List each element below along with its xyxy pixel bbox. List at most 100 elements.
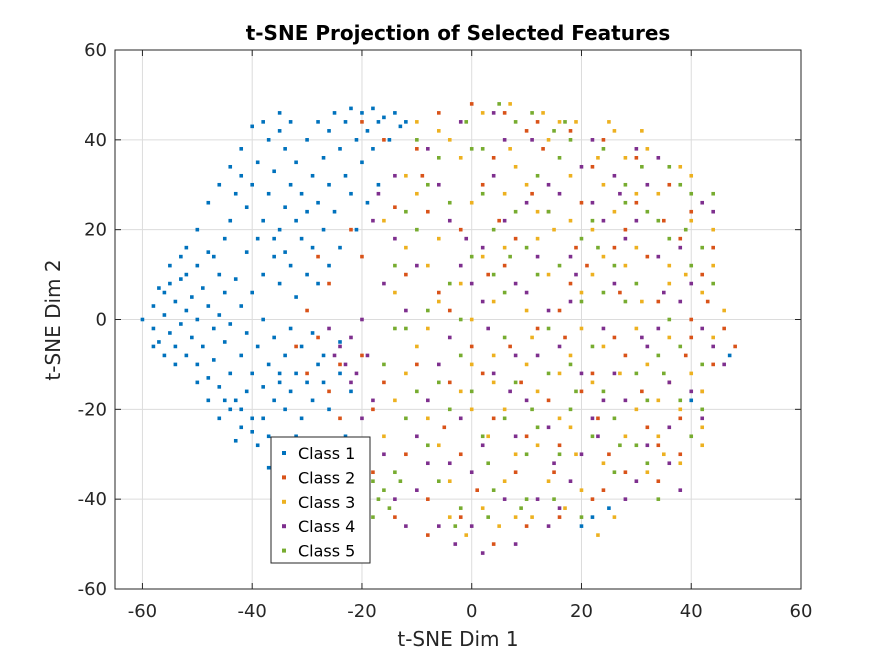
data-point	[552, 470, 556, 475]
data-point	[415, 263, 419, 268]
data-point	[530, 515, 534, 519]
data-point	[480, 506, 485, 510]
data-point	[711, 335, 715, 340]
data-point	[508, 254, 512, 259]
data-point	[266, 434, 271, 439]
data-point	[574, 245, 578, 250]
data-point	[179, 254, 183, 259]
data-point	[321, 156, 326, 160]
data-point	[711, 281, 715, 286]
data-point	[453, 542, 458, 546]
data-point	[436, 182, 441, 187]
data-point	[404, 120, 408, 124]
data-point	[360, 111, 364, 115]
data-point	[678, 236, 683, 241]
data-point	[640, 129, 644, 133]
data-point	[436, 299, 441, 304]
data-point	[436, 362, 441, 367]
data-point	[458, 227, 463, 232]
data-point	[618, 371, 622, 376]
data-point	[480, 443, 485, 448]
data-point	[557, 191, 562, 196]
data-point	[535, 254, 540, 259]
data-point	[568, 173, 573, 178]
data-point	[436, 443, 441, 448]
data-point	[250, 371, 254, 376]
data-point	[634, 156, 639, 160]
data-point	[398, 479, 403, 483]
data-point	[508, 344, 512, 349]
data-point	[382, 434, 386, 439]
data-point	[382, 488, 386, 492]
data-point	[228, 371, 233, 376]
data-point	[678, 182, 683, 187]
data-point	[321, 380, 326, 385]
data-point	[415, 362, 419, 367]
data-point	[574, 120, 578, 124]
data-point	[222, 290, 227, 295]
data-point	[404, 524, 408, 528]
data-point	[546, 524, 551, 528]
data-point	[530, 111, 534, 115]
data-point	[557, 506, 562, 510]
data-point	[535, 209, 540, 214]
data-point	[662, 371, 666, 376]
data-point	[634, 218, 639, 223]
data-point	[480, 111, 485, 115]
data-point	[607, 506, 611, 510]
data-point	[491, 156, 496, 160]
chart-title: t-SNE Projection of Selected Features	[246, 21, 671, 45]
data-point	[206, 398, 211, 403]
data-point	[546, 326, 551, 331]
x-tick-label: 20	[570, 601, 593, 622]
data-point	[371, 106, 375, 111]
legend-marker	[282, 451, 286, 455]
data-point	[656, 218, 661, 223]
data-point	[612, 515, 617, 519]
data-point	[700, 407, 705, 412]
data-point	[590, 272, 595, 277]
data-point	[579, 515, 584, 519]
data-point	[497, 102, 501, 106]
data-point	[371, 407, 375, 412]
data-point	[393, 470, 397, 475]
data-point	[168, 281, 172, 286]
data-point	[277, 227, 282, 232]
data-point	[530, 335, 534, 340]
data-point	[502, 245, 507, 250]
data-point	[480, 299, 485, 304]
data-point	[404, 326, 408, 331]
data-point	[689, 209, 694, 214]
legend-label: Class 5	[298, 542, 355, 561]
data-point	[645, 182, 650, 187]
data-point	[612, 263, 617, 268]
data-point	[623, 156, 628, 160]
data-point	[585, 263, 589, 268]
data-point	[513, 209, 518, 214]
data-point	[338, 245, 342, 250]
data-point	[305, 272, 309, 277]
data-point	[711, 209, 715, 214]
data-point	[700, 200, 705, 205]
data-point	[491, 380, 496, 385]
data-point	[436, 479, 441, 483]
data-point	[250, 290, 254, 295]
data-point	[513, 542, 518, 546]
data-point	[524, 452, 529, 457]
data-point	[513, 281, 518, 286]
data-point	[601, 147, 606, 151]
data-point	[376, 191, 381, 196]
data-point	[415, 344, 419, 349]
data-point	[151, 326, 156, 331]
data-point	[678, 398, 683, 403]
data-point	[546, 182, 551, 187]
data-point	[179, 322, 183, 326]
data-point	[678, 461, 683, 466]
data-point	[211, 358, 216, 362]
data-point	[546, 398, 551, 403]
data-point	[327, 389, 331, 394]
data-point	[645, 209, 650, 214]
data-point	[640, 335, 644, 340]
data-point	[436, 524, 441, 528]
data-point	[453, 524, 458, 528]
